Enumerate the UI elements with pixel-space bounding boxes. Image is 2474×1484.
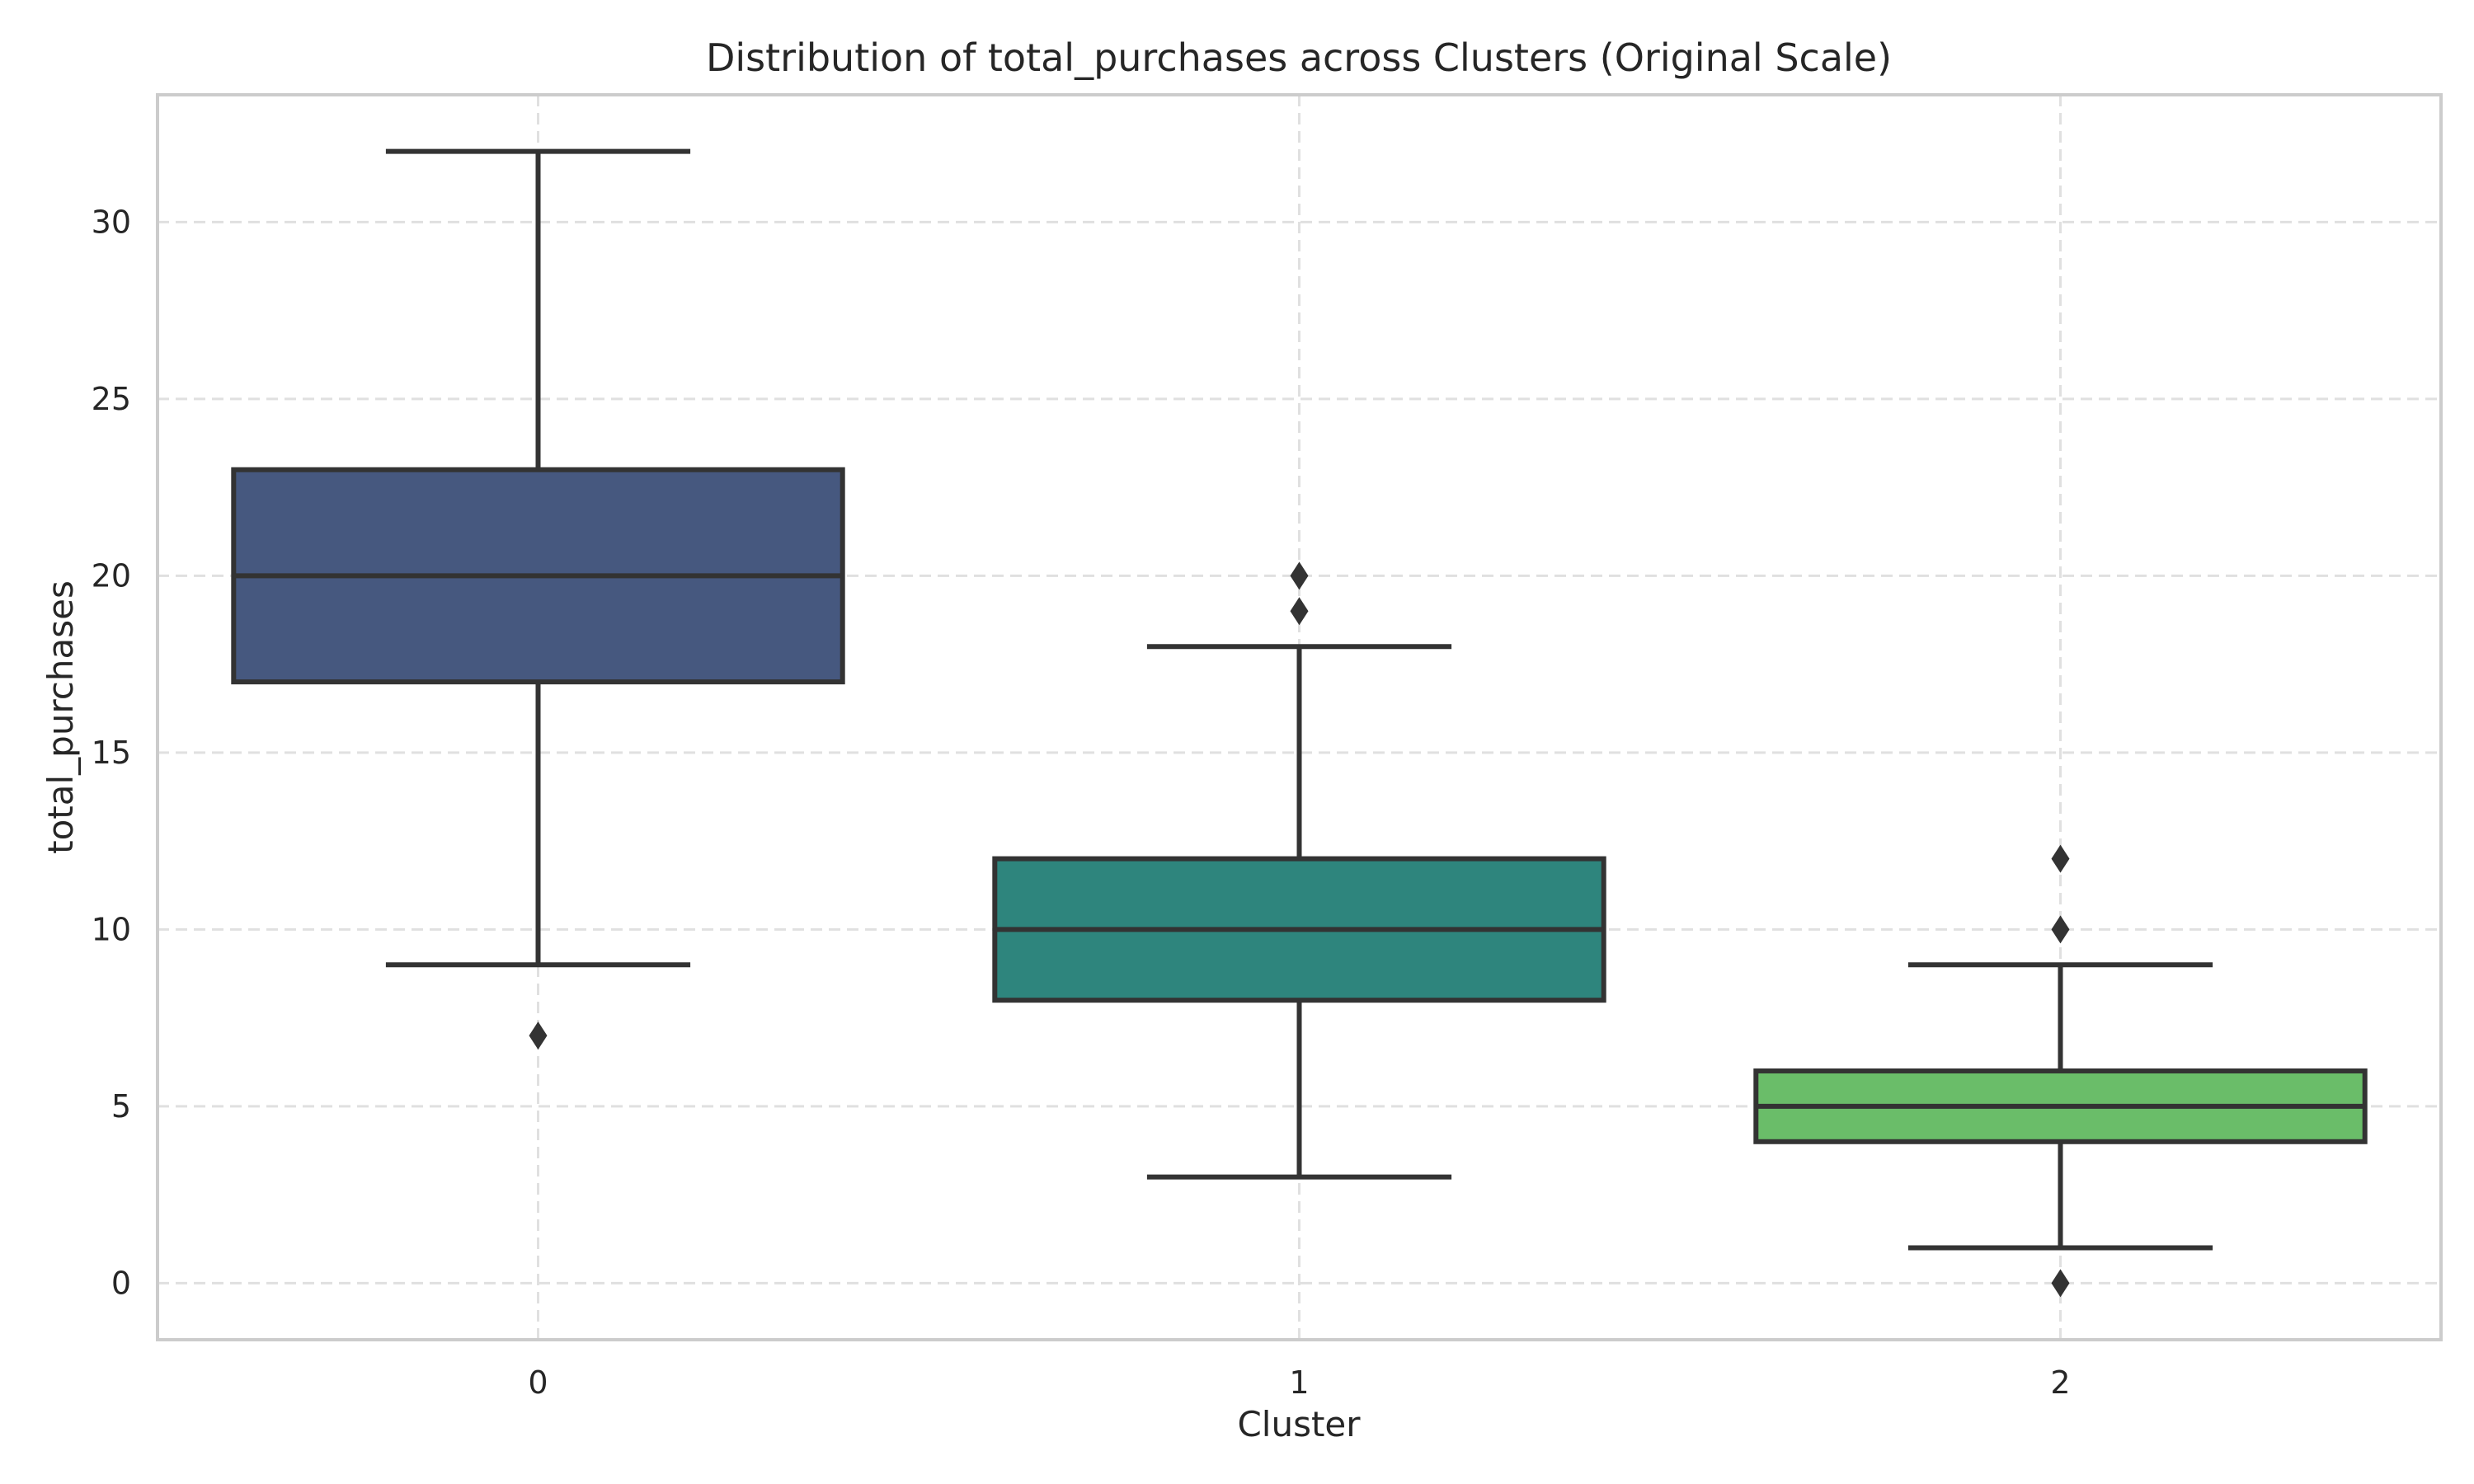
- chart-title: Distribution of total_purchases across C…: [706, 35, 1892, 80]
- x-tick-label: 2: [2050, 1364, 2070, 1401]
- y-tick-label: 20: [92, 557, 131, 594]
- y-axis-label: total_purchases: [40, 580, 81, 854]
- outlier-point: [2051, 844, 2070, 873]
- y-tick-label: 30: [92, 204, 131, 240]
- boxes: [231, 148, 2368, 1298]
- outlier-point: [1290, 561, 1309, 590]
- y-tick-label: 5: [111, 1088, 131, 1125]
- plot-frame: [156, 93, 2443, 1341]
- outlier-point: [1290, 597, 1309, 626]
- y-tick-label: 25: [92, 381, 131, 417]
- x-tick-label: 1: [1289, 1364, 1309, 1401]
- y-tick-labels: 0 5 10 15 20 25 30: [92, 204, 131, 1301]
- box-cluster-1: [992, 561, 1606, 1180]
- box-cluster-0: [231, 148, 845, 1050]
- x-tick-labels: 0 1 2: [528, 1364, 2070, 1401]
- x-tick-label: 0: [528, 1364, 548, 1401]
- box-cluster-2: [1753, 844, 2368, 1298]
- y-tick-label: 15: [92, 735, 131, 771]
- y-tick-label: 0: [111, 1265, 131, 1301]
- outlier-point: [2051, 1269, 2070, 1298]
- outlier-point: [529, 1021, 548, 1050]
- y-tick-label: 10: [92, 911, 131, 947]
- x-axis-label: Cluster: [1237, 1404, 1361, 1444]
- outlier-point: [2051, 915, 2070, 944]
